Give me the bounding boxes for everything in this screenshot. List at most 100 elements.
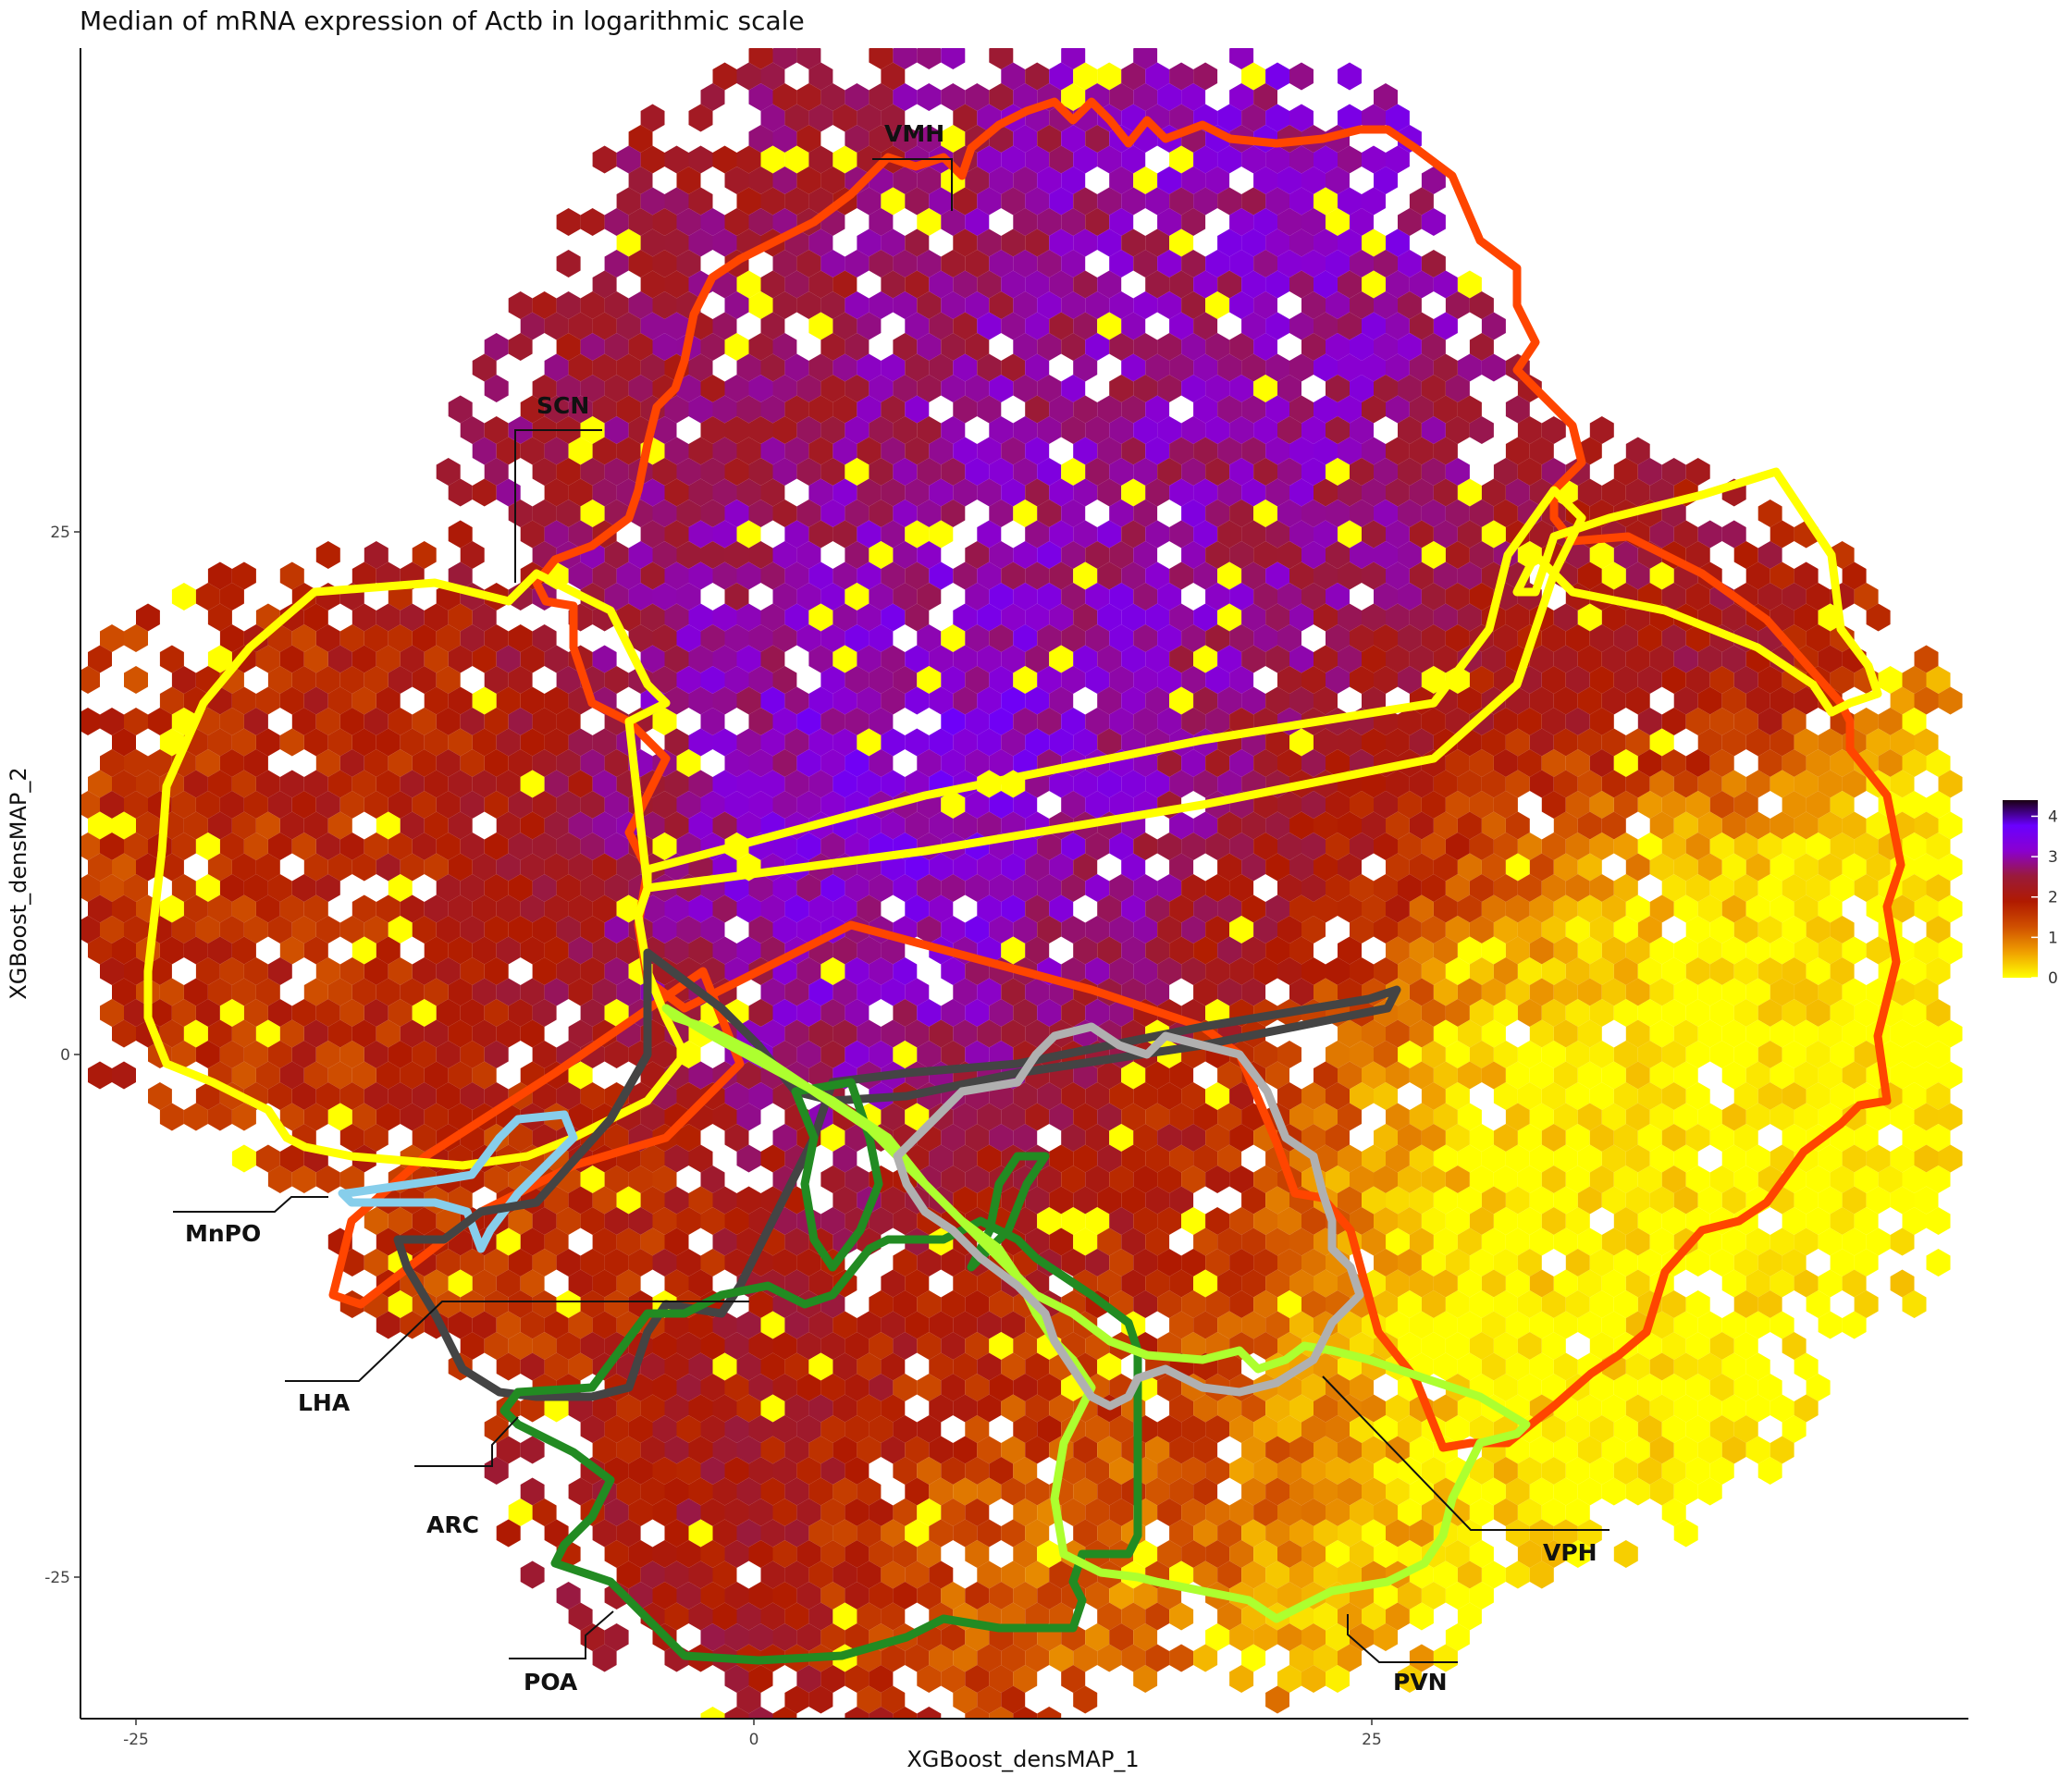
hexbin-cell xyxy=(652,1582,677,1610)
hexbin-cell xyxy=(1374,1457,1398,1485)
hexbin-cell xyxy=(315,666,340,694)
hexbin-cell xyxy=(1409,1186,1434,1215)
hexbin-cell xyxy=(1037,1582,1062,1610)
hexbin-cell xyxy=(1217,395,1242,424)
hexbin-cell xyxy=(676,166,701,194)
hexbin-cell xyxy=(1469,500,1494,527)
hexbin-cell xyxy=(1685,1166,1710,1193)
hexbin-cell xyxy=(388,624,413,652)
hexbin-cell xyxy=(1229,957,1254,985)
chart-title: Median of mRNA expression of Actb in log… xyxy=(80,6,805,36)
hexbin-cell xyxy=(544,1311,569,1339)
hexbin-cell xyxy=(1374,166,1398,194)
hexbin-cell xyxy=(1037,624,1062,652)
hexbin-cell xyxy=(760,104,785,132)
hexbin-cell xyxy=(568,1311,593,1339)
hexbin-cell xyxy=(1193,187,1218,216)
hexbin-cell xyxy=(748,1540,773,1568)
hexbin-cell xyxy=(1265,437,1289,465)
hexbin-cell xyxy=(1301,166,1326,194)
hexbin-cell xyxy=(664,770,689,798)
hexbin-cell xyxy=(568,894,593,923)
hexbin-cell xyxy=(1398,458,1422,486)
hexbin-cell xyxy=(736,645,761,673)
hexbin-cell xyxy=(1013,250,1038,278)
hexbin-cell xyxy=(1121,561,1146,590)
hexbin-cell xyxy=(568,353,593,382)
hexbin-cell xyxy=(1265,561,1289,590)
hexbin-cell xyxy=(1926,1041,1951,1068)
hexbin-cell xyxy=(1386,270,1410,299)
hexbin-cell xyxy=(652,208,677,236)
hexbin-cell xyxy=(1145,395,1170,424)
hexbin-cell xyxy=(917,1540,942,1568)
hexbin-cell xyxy=(1601,1477,1626,1506)
hexbin-cell xyxy=(857,437,882,465)
hexbin-cell xyxy=(1529,1436,1554,1464)
hexbin-cell xyxy=(760,894,785,923)
hexbin-cell xyxy=(1181,874,1206,902)
hexbin-cell xyxy=(917,1665,942,1693)
hexbin-cell xyxy=(1133,916,1158,944)
hexbin-cell xyxy=(1709,916,1734,944)
hexbin-cell xyxy=(1205,375,1230,402)
hexbin-cell xyxy=(1529,894,1554,923)
hexbin-cell xyxy=(616,437,641,465)
hexbin-cell xyxy=(100,874,124,902)
hexbin-cell xyxy=(724,375,749,402)
hexbin-cell xyxy=(1013,1415,1038,1443)
hexbin-cell xyxy=(1469,749,1494,777)
hexbin-cell xyxy=(652,500,677,527)
hexbin-cell xyxy=(231,811,256,840)
hexbin-cell xyxy=(1133,1665,1158,1693)
hexbin-cell xyxy=(893,1415,918,1443)
hexbin-cell xyxy=(279,894,304,923)
hexbin-cell xyxy=(1685,458,1710,486)
hexbin-cell xyxy=(628,1249,653,1276)
hexbin-cell xyxy=(1902,666,1927,694)
hexbin-cell xyxy=(628,1498,653,1526)
hexbin-cell xyxy=(953,187,978,216)
hexbin-cell xyxy=(736,1186,761,1215)
hexbin-cell xyxy=(352,1103,376,1131)
hexbin-cell xyxy=(1661,1207,1686,1235)
hexbin-cell xyxy=(1938,811,1963,840)
hexbin-cell xyxy=(1697,770,1722,798)
hexbin-cell xyxy=(243,791,268,819)
hexbin-cell xyxy=(640,1352,665,1381)
hexbin-cell xyxy=(183,811,208,840)
hexbin-cell xyxy=(1073,1144,1098,1173)
hexbin-cell xyxy=(291,1082,316,1110)
hexbin-cell xyxy=(941,1623,966,1651)
hexbin-cell xyxy=(664,478,689,507)
hexbin-cell xyxy=(1085,208,1110,236)
hexbin-cell xyxy=(1625,894,1650,923)
hexbin-cell xyxy=(977,978,1002,1006)
hexbin-cell xyxy=(736,770,761,798)
hexbin-cell xyxy=(712,520,737,549)
hexbin-cell xyxy=(1241,936,1266,965)
hexbin-cell xyxy=(1818,1311,1843,1339)
hexbin-cell xyxy=(1109,1207,1134,1235)
hexbin-cell xyxy=(1661,832,1686,860)
hexbin-cell xyxy=(279,811,304,840)
hexbin-cell xyxy=(1398,832,1422,860)
hexbin-cell xyxy=(255,811,280,840)
hexbin-cell xyxy=(1121,62,1146,91)
hexbin-cell xyxy=(1326,957,1350,985)
hexbin-cell xyxy=(953,853,978,882)
hexbin-cell xyxy=(376,936,401,965)
hexbin-cell xyxy=(1265,478,1289,507)
hexbin-cell xyxy=(832,270,857,299)
hexbin-cell xyxy=(1085,1623,1110,1651)
hexbin-cell xyxy=(1001,1352,1026,1381)
hexbin-cell xyxy=(1374,1249,1398,1276)
hexbin-cell xyxy=(1253,1207,1277,1235)
hexbin-cell xyxy=(1157,583,1182,610)
hexbin-cell xyxy=(772,83,797,111)
hexbin-cell xyxy=(388,916,413,944)
hexbin-cell xyxy=(1589,1332,1614,1360)
hexbin-cell xyxy=(1421,791,1446,819)
hexbin-cell xyxy=(688,104,713,132)
hexbin-cell xyxy=(1553,1144,1578,1173)
